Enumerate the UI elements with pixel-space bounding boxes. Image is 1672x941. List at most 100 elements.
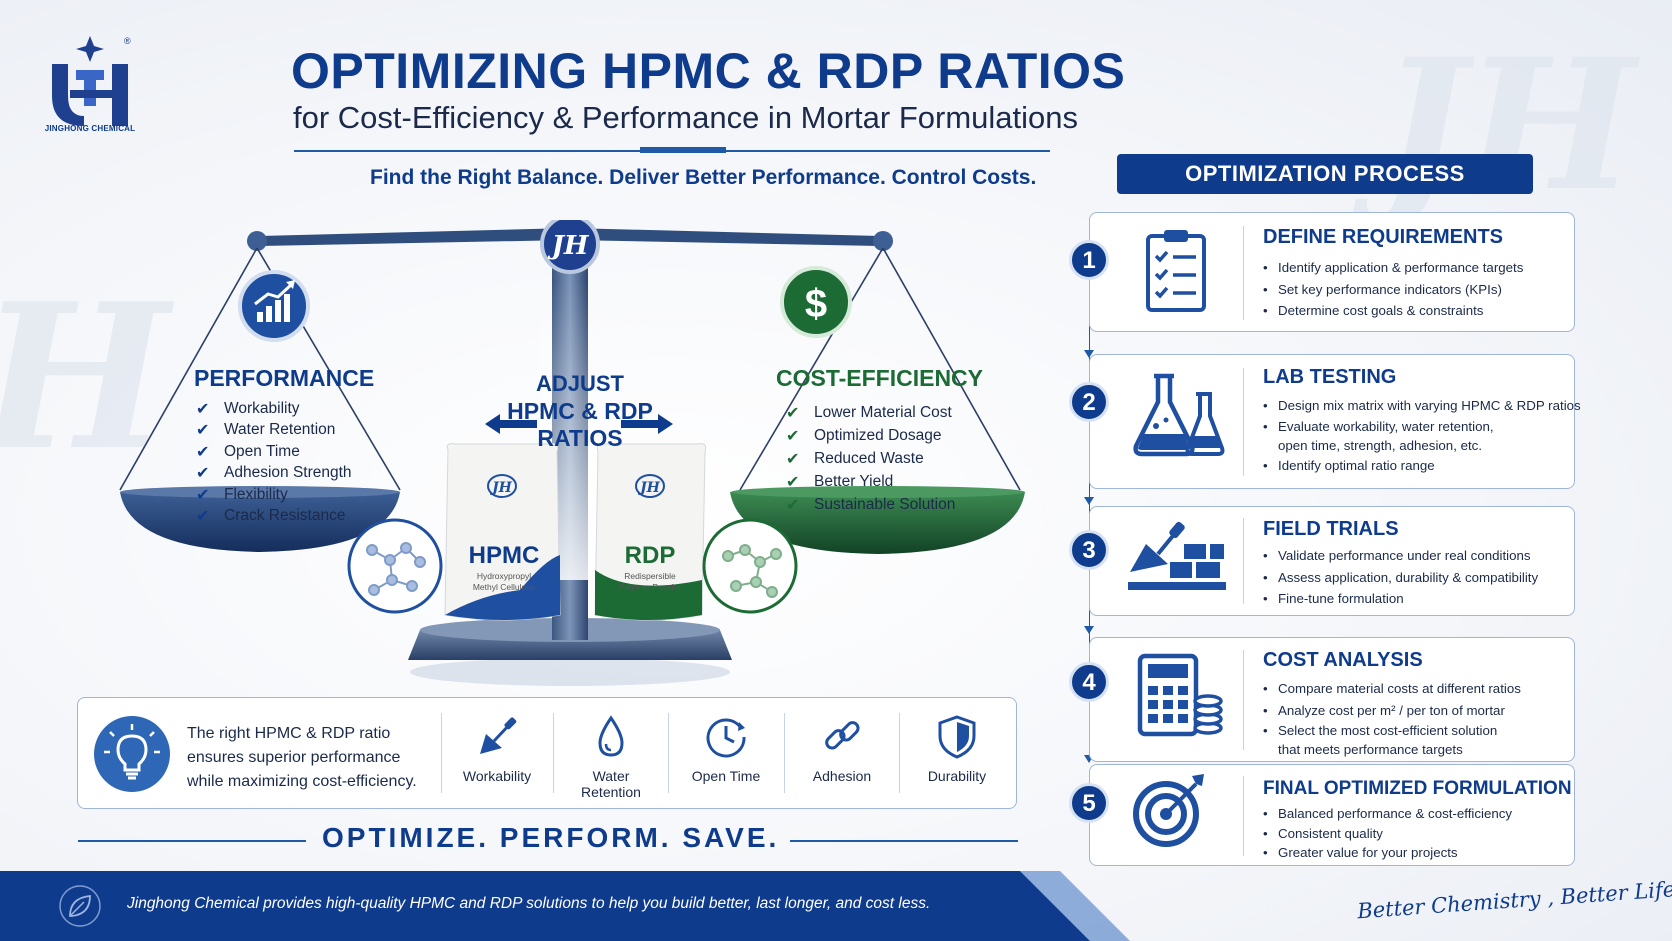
step-title: DEFINE REQUIREMENTS [1263,226,1504,248]
feature-label: Workability [462,768,532,784]
list-item: • Analyze cost per m² / per ton of mortar [1263,702,1505,718]
flask-icon [1133,373,1225,457]
cost-efficiency-checklist: ✔ Lower Material Cost ✔ Optimized Dosage ✔… [786,401,955,516]
check-icon: ✔ [196,486,210,504]
feature-label: Durability [927,768,987,784]
performance-title: PERFORMANCE [194,365,375,391]
step-title: LAB TESTING [1263,366,1397,388]
hpmc-bag-label: HPMC [468,542,540,569]
timeline-arrow [1084,626,1094,634]
check-icon: ✔ [786,427,800,445]
check-icon: ✔ [786,404,800,422]
feature-workability: Workability [441,712,553,802]
adjust-label-line1: ADJUST [535,371,624,396]
clipboard-icon [1146,230,1206,312]
list-item: ✔ Adhesion Strength [196,464,352,483]
list-item: • Greater value for your projects [1263,845,1458,860]
svg-text:$: $ [805,282,827,326]
target-icon [1133,774,1204,847]
link-icon [825,721,860,750]
hpmc-bag-subtitle-1: Hydroxypropyl [476,571,532,581]
list-item: • Consistent quality [1263,825,1383,841]
list-item: • Identify application & performance targ… [1263,260,1524,275]
benefits-text: The right HPMC & RDP ratio ensures super… [187,725,417,790]
divider [553,713,554,793]
page-subtitle: for Cost-Efficiency & Performance in Mor… [293,100,1079,135]
check-icon: ✔ [786,496,800,514]
check-icon: ✔ [196,508,210,526]
check-icon: ✔ [786,450,800,468]
divider [1243,650,1244,750]
list-item: • Compare material costs at different rat… [1263,681,1521,696]
slogan-rule-left [78,840,306,842]
list-item: ✔ Open Time [196,442,300,461]
lightbulb-icon [94,716,170,792]
divider [1243,368,1244,476]
list-item: • Assess application, durability & compat… [1263,569,1539,585]
performance-checklist: ✔ Workability ✔ Water Retention ✔ Open Time… [196,398,352,527]
step-number: 1 [1069,240,1109,280]
list-item: • Identify optimal ratio range [1263,457,1435,473]
timeline-arrow [1084,497,1094,505]
calculator-icon [1137,653,1223,737]
jinghong-logo [52,36,128,126]
step-items: • Compare material costs at different rat… [1263,678,1521,759]
slogan: OPTIMIZE. PERFORM. SAVE. [322,822,780,853]
clock-icon [706,718,746,758]
divider [441,713,442,793]
step-number: 2 [1069,382,1109,422]
svg-text:JH: JH [489,480,513,496]
shield-icon [938,715,976,759]
feature-durability: Durability [901,712,1013,802]
step-items: • Validate performance under real conditi… [1263,545,1538,610]
step-items: • Balanced performance & cost-efficiency … [1263,804,1512,863]
step-title: FINAL OPTIMIZED FORMULATION [1263,778,1572,799]
benefits-strip [77,697,1017,809]
feature-label: Water [592,768,630,784]
watermark-right: JH [1380,20,1636,231]
watermark-left: H [0,260,169,495]
list-item: open time, strength, adhesion, etc. [1278,437,1483,453]
check-icon: ✔ [196,465,210,483]
cost-efficiency-title: COST-EFFICIENCY [776,365,984,391]
divider [1243,226,1244,320]
list-item: ✔ Workability [196,399,300,418]
feature-open-time: Open Time [670,712,782,802]
scale-monogram: JH [547,231,590,261]
divider [668,713,669,793]
process-step-3 [1089,506,1575,616]
list-item: ✔ Better Yield [786,472,894,491]
adjust-label-line2: HPMC & RDP [507,398,653,424]
list-item: • Select the most cost-efficient solution [1263,723,1498,738]
slogan-rule-right [790,840,1018,842]
balance-scale-illustration: JH $ JH [119,220,1025,686]
timeline-arrow [1084,350,1094,358]
list-item: • Evaluate workability, water retention, [1263,418,1494,434]
feature-label: Adhesion [812,768,872,784]
list-item: ✔ Flexibility [196,485,288,504]
list-item: ✔ Reduced Waste [786,449,924,468]
feature-water-retention: Water Retention [555,712,667,802]
step-items: • Design mix matrix with varying HPMC & R… [1263,395,1581,476]
step-number: 5 [1069,783,1109,823]
step-number: 4 [1069,662,1109,702]
feature-label: Retention [581,784,641,800]
trowel-icon [480,717,517,754]
step-number: 3 [1069,530,1109,570]
list-item: • Determine cost goals & constraints [1263,303,1484,318]
registered-mark: ® [124,36,131,46]
list-item: • Set key performance indicators (KPIs) [1263,281,1502,297]
logo-text: JINGHONG CHEMICAL [44,124,136,133]
rdp-bag-subtitle-1: Redispersible [624,571,676,581]
adjust-label-line3: RATIOS [537,425,623,451]
step-title: COST ANALYSIS [1263,649,1423,671]
list-item: ✔ Water Retention [196,421,336,440]
title-divider-accent [640,147,726,153]
divider [1243,776,1244,856]
svg-text:JH: JH [637,480,661,496]
rdp-bag-subtitle-2: Polymer Powder [618,582,682,592]
list-item: that meets performance targets [1278,742,1463,757]
water-drop-icon [598,715,624,757]
hpmc-bag-subtitle-2: Methyl Cellulose [472,582,536,592]
divider [784,713,785,793]
